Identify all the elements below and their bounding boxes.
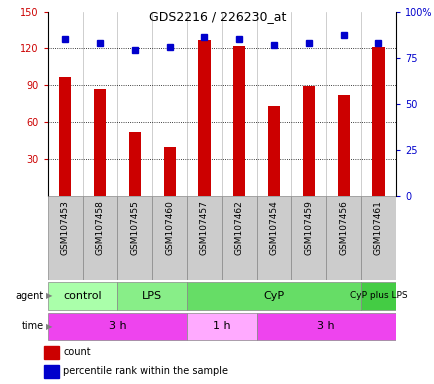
Text: ▶: ▶ <box>46 322 52 331</box>
Bar <box>94 89 106 196</box>
Bar <box>302 86 314 196</box>
Bar <box>360 196 395 280</box>
Text: GSM107457: GSM107457 <box>200 200 208 255</box>
Text: GSM107460: GSM107460 <box>165 200 174 255</box>
Bar <box>117 196 152 280</box>
Bar <box>256 196 291 280</box>
Bar <box>163 147 175 196</box>
Bar <box>291 196 326 280</box>
Bar <box>187 196 221 280</box>
Text: GSM107455: GSM107455 <box>130 200 139 255</box>
Text: agent: agent <box>15 291 43 301</box>
Text: CyP plus LPS: CyP plus LPS <box>349 291 406 300</box>
Text: ▶: ▶ <box>46 291 52 300</box>
Bar <box>360 282 395 310</box>
Bar <box>43 346 59 359</box>
Bar <box>117 282 187 310</box>
Bar <box>48 282 117 310</box>
Text: GSM107461: GSM107461 <box>373 200 382 255</box>
Text: GSM107456: GSM107456 <box>339 200 347 255</box>
Bar <box>337 95 349 196</box>
Text: GSM107459: GSM107459 <box>304 200 312 255</box>
Text: count: count <box>63 347 91 357</box>
Bar <box>256 313 395 340</box>
Text: GSM107453: GSM107453 <box>61 200 69 255</box>
Text: CyP: CyP <box>263 291 284 301</box>
Text: GDS2216 / 226230_at: GDS2216 / 226230_at <box>148 10 286 23</box>
Bar <box>187 282 360 310</box>
Text: GSM107462: GSM107462 <box>234 200 243 255</box>
Bar <box>59 77 71 196</box>
Bar <box>326 196 360 280</box>
Text: 3 h: 3 h <box>317 321 334 331</box>
Text: time: time <box>21 321 43 331</box>
Text: percentile rank within the sample: percentile rank within the sample <box>63 366 227 376</box>
Bar <box>48 313 187 340</box>
Bar <box>267 106 279 196</box>
Bar <box>152 196 187 280</box>
Text: GSM107454: GSM107454 <box>269 200 278 255</box>
Bar <box>128 132 141 196</box>
Text: GSM107458: GSM107458 <box>95 200 104 255</box>
Bar <box>198 40 210 196</box>
Text: control: control <box>63 291 102 301</box>
Bar <box>43 365 59 378</box>
Text: 1 h: 1 h <box>213 321 230 331</box>
Bar <box>221 196 256 280</box>
Bar <box>233 46 245 196</box>
Bar <box>187 313 256 340</box>
Text: LPS: LPS <box>142 291 162 301</box>
Bar <box>48 196 82 280</box>
Text: 3 h: 3 h <box>108 321 126 331</box>
Bar <box>372 47 384 196</box>
Bar <box>82 196 117 280</box>
